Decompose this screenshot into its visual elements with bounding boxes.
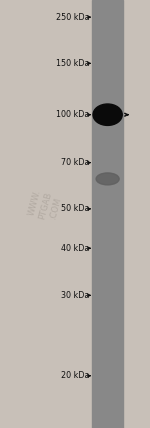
Text: 30 kDa: 30 kDa xyxy=(61,291,89,300)
Text: 250 kDa: 250 kDa xyxy=(56,12,89,22)
Text: 40 kDa: 40 kDa xyxy=(61,244,89,253)
Text: 50 kDa: 50 kDa xyxy=(61,204,89,214)
Ellipse shape xyxy=(93,104,122,125)
Text: WWW.
PTGAB
.COM: WWW. PTGAB .COM xyxy=(26,188,64,223)
Text: 20 kDa: 20 kDa xyxy=(61,371,89,380)
Ellipse shape xyxy=(96,173,119,185)
Text: 70 kDa: 70 kDa xyxy=(61,158,89,167)
Text: 100 kDa: 100 kDa xyxy=(56,110,89,119)
Bar xyxy=(92,0,123,428)
Text: 150 kDa: 150 kDa xyxy=(56,59,89,68)
